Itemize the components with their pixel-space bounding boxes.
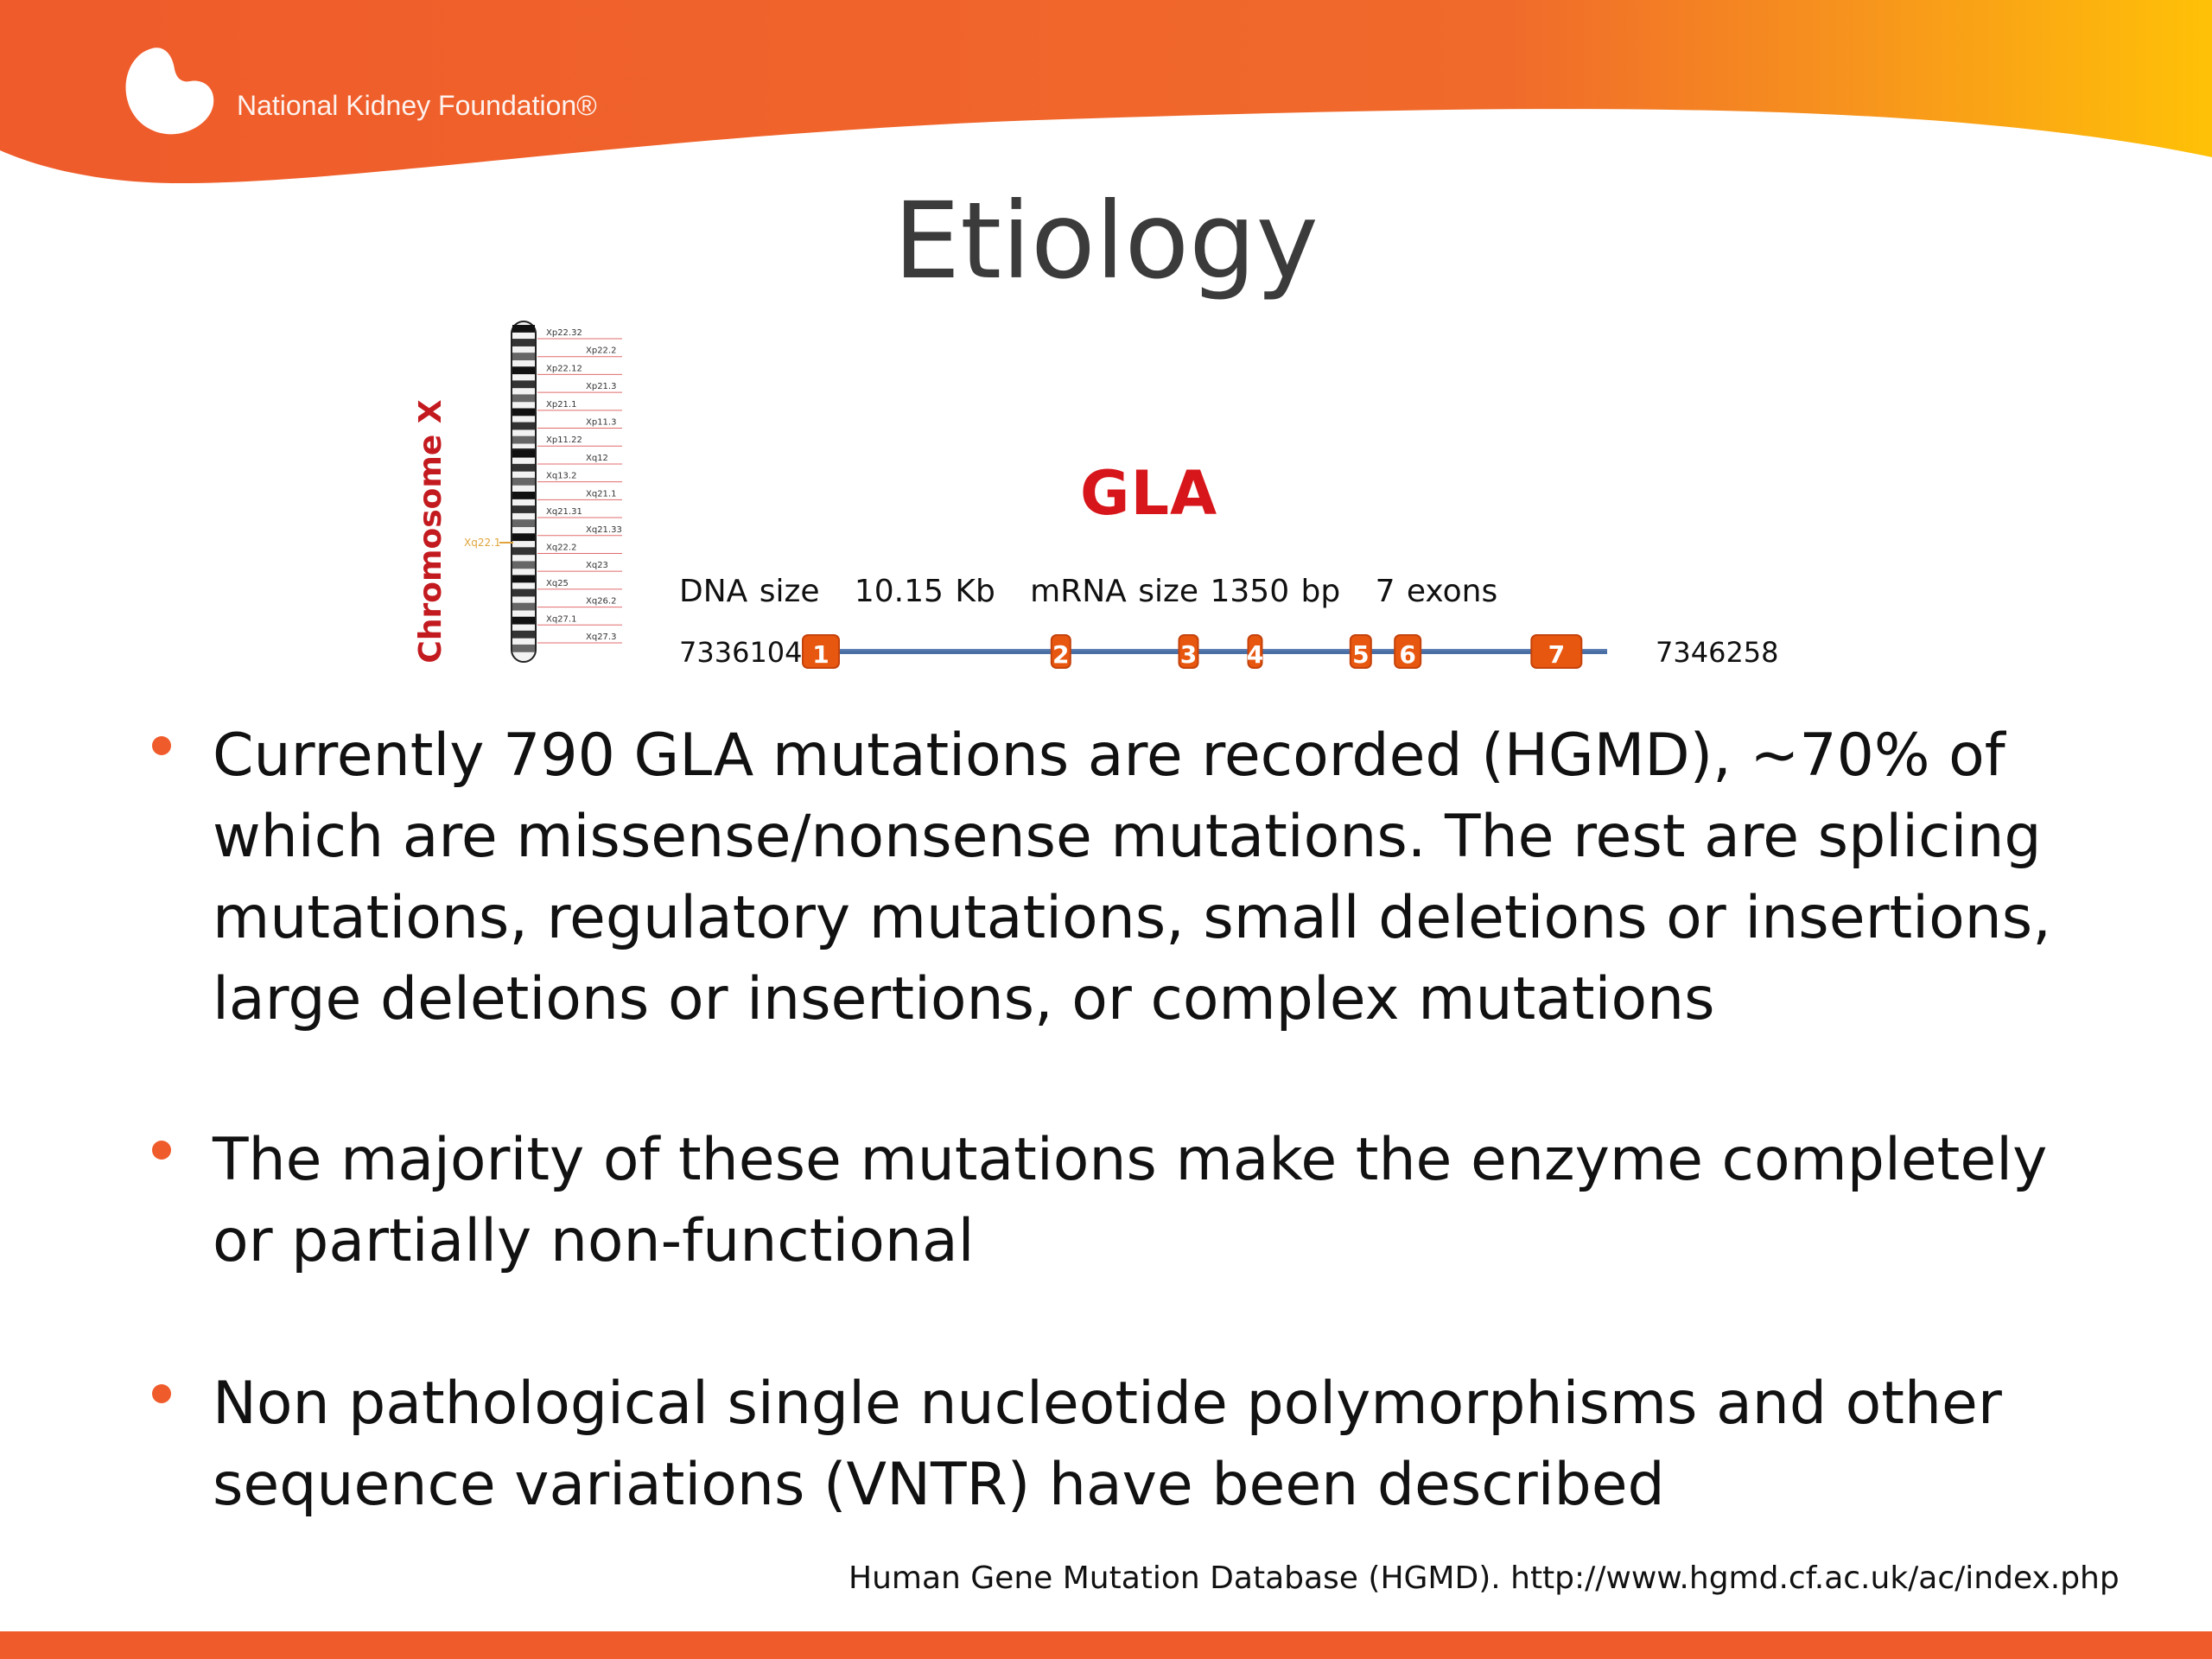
band-label: Xp22.2 [586,346,616,356]
band-label: Xp21.1 [546,400,576,410]
chromosome-band [512,561,535,569]
header-wave [0,0,2212,183]
gene-start-coordinate: 7336104 [679,636,803,669]
bullet-text: The majority of these mutations make the… [213,1126,2048,1275]
chromosome-band [512,575,535,583]
highlight-band-label: Xq22.1 [464,537,501,549]
chromosome-ideogram [511,321,537,663]
band-label: Xp11.3 [586,418,616,428]
band-label: Xq23 [586,561,608,570]
chromosome-band [512,449,535,458]
chromosome-band [512,408,535,416]
exon-label: 3 [1180,640,1197,669]
exon-label: 5 [1352,640,1369,669]
bullet-dot-icon [152,1384,171,1403]
bullet-dot-icon [152,1141,171,1160]
brand-name: National Kidney Foundation® [237,90,597,121]
band-label: Xq22.2 [546,543,576,552]
bottom-bar [0,1631,2212,1659]
exon-label: 1 [812,640,829,669]
chromosome-band [512,519,535,528]
chromosome-band [512,325,535,333]
exon-1 [802,634,840,669]
gene-name: GLA [1080,458,1218,529]
band-label: Xp21.3 [586,382,616,391]
exon-label: 6 [1399,640,1415,669]
gene-diagram: Chromosome X Xp22.32Xp22.2Xp22.12Xp21.3X… [413,321,1607,669]
chromosome-band [512,492,535,499]
slide-title: Etiology [893,180,1319,302]
band-label: Xp22.32 [546,328,582,338]
band-label: Xq27.3 [586,632,616,642]
kidney-logo-icon [125,48,214,135]
exon-label: 2 [1052,640,1069,669]
band-label: Xp11.22 [546,435,582,445]
chromosome-band [512,380,535,389]
chromosome-band [512,588,535,597]
band-leaders: Xp22.32 Xp22.2 Xp22.12 Xp21.3 Xp21.1 Xp11.3 Xp… [537,328,622,644]
chromosome-band [512,630,535,639]
band-label: Xq12 [586,454,608,463]
chromosome-band [512,394,535,403]
chromosome-label: Chromosome X [413,399,448,663]
band-label: Xq25 [546,579,569,588]
header-band: National Kidney Foundation® [0,0,2212,207]
gene-stats: DNA size 10.15 Kb mRNA size 1350 bp 7 ex… [679,574,1498,609]
exon-3 [1178,634,1199,669]
gene-end-coordinate: 7346258 [1656,636,1779,669]
chromosome-band [512,463,535,472]
band-label: Xp22.12 [546,364,582,373]
exon-7 [1530,634,1583,669]
band-label: Xq26.2 [586,597,616,607]
band-label: Xq21.1 [586,489,616,499]
chromosome-band [512,435,535,444]
bullet-dot-icon [152,736,171,755]
exon-5 [1349,634,1372,669]
chromosome-band [512,602,535,611]
chromosome-band [512,422,535,430]
exon-6 [1394,634,1422,669]
exons: 1 2 3 4 5 6 7 [802,634,1583,669]
band-label: Xq27.1 [546,614,576,624]
chromosome-band [512,339,535,346]
chromosome-band [512,644,535,652]
bullet-text: Non pathological single nucleotide polym… [213,1370,2002,1519]
chromosome-band [512,533,535,542]
band-label: Xq21.33 [586,525,622,535]
chromosome-band [512,505,535,513]
exon-label: 4 [1247,640,1263,669]
band-label: Xq13.2 [546,472,576,481]
exon-2 [1050,634,1071,669]
chromosome-band [512,616,535,625]
band-label: Xq21.31 [546,507,582,517]
gene-figure: Chromosome X Xp22.32 Xp22.2 Xp22.12 Xp21.3 X… [0,0,2212,691]
exon-4 [1247,634,1263,669]
exon-label: 7 [1548,640,1565,669]
chromosome-band [512,477,535,486]
citation: Human Gene Mutation Database (HGMD). htt… [849,1560,2120,1596]
chromosome-band [512,353,535,361]
chromosome-band [512,547,535,556]
bullet-text: Currently 790 GLA mutations are recorded… [213,721,2051,1033]
chromosome-band [512,366,535,375]
